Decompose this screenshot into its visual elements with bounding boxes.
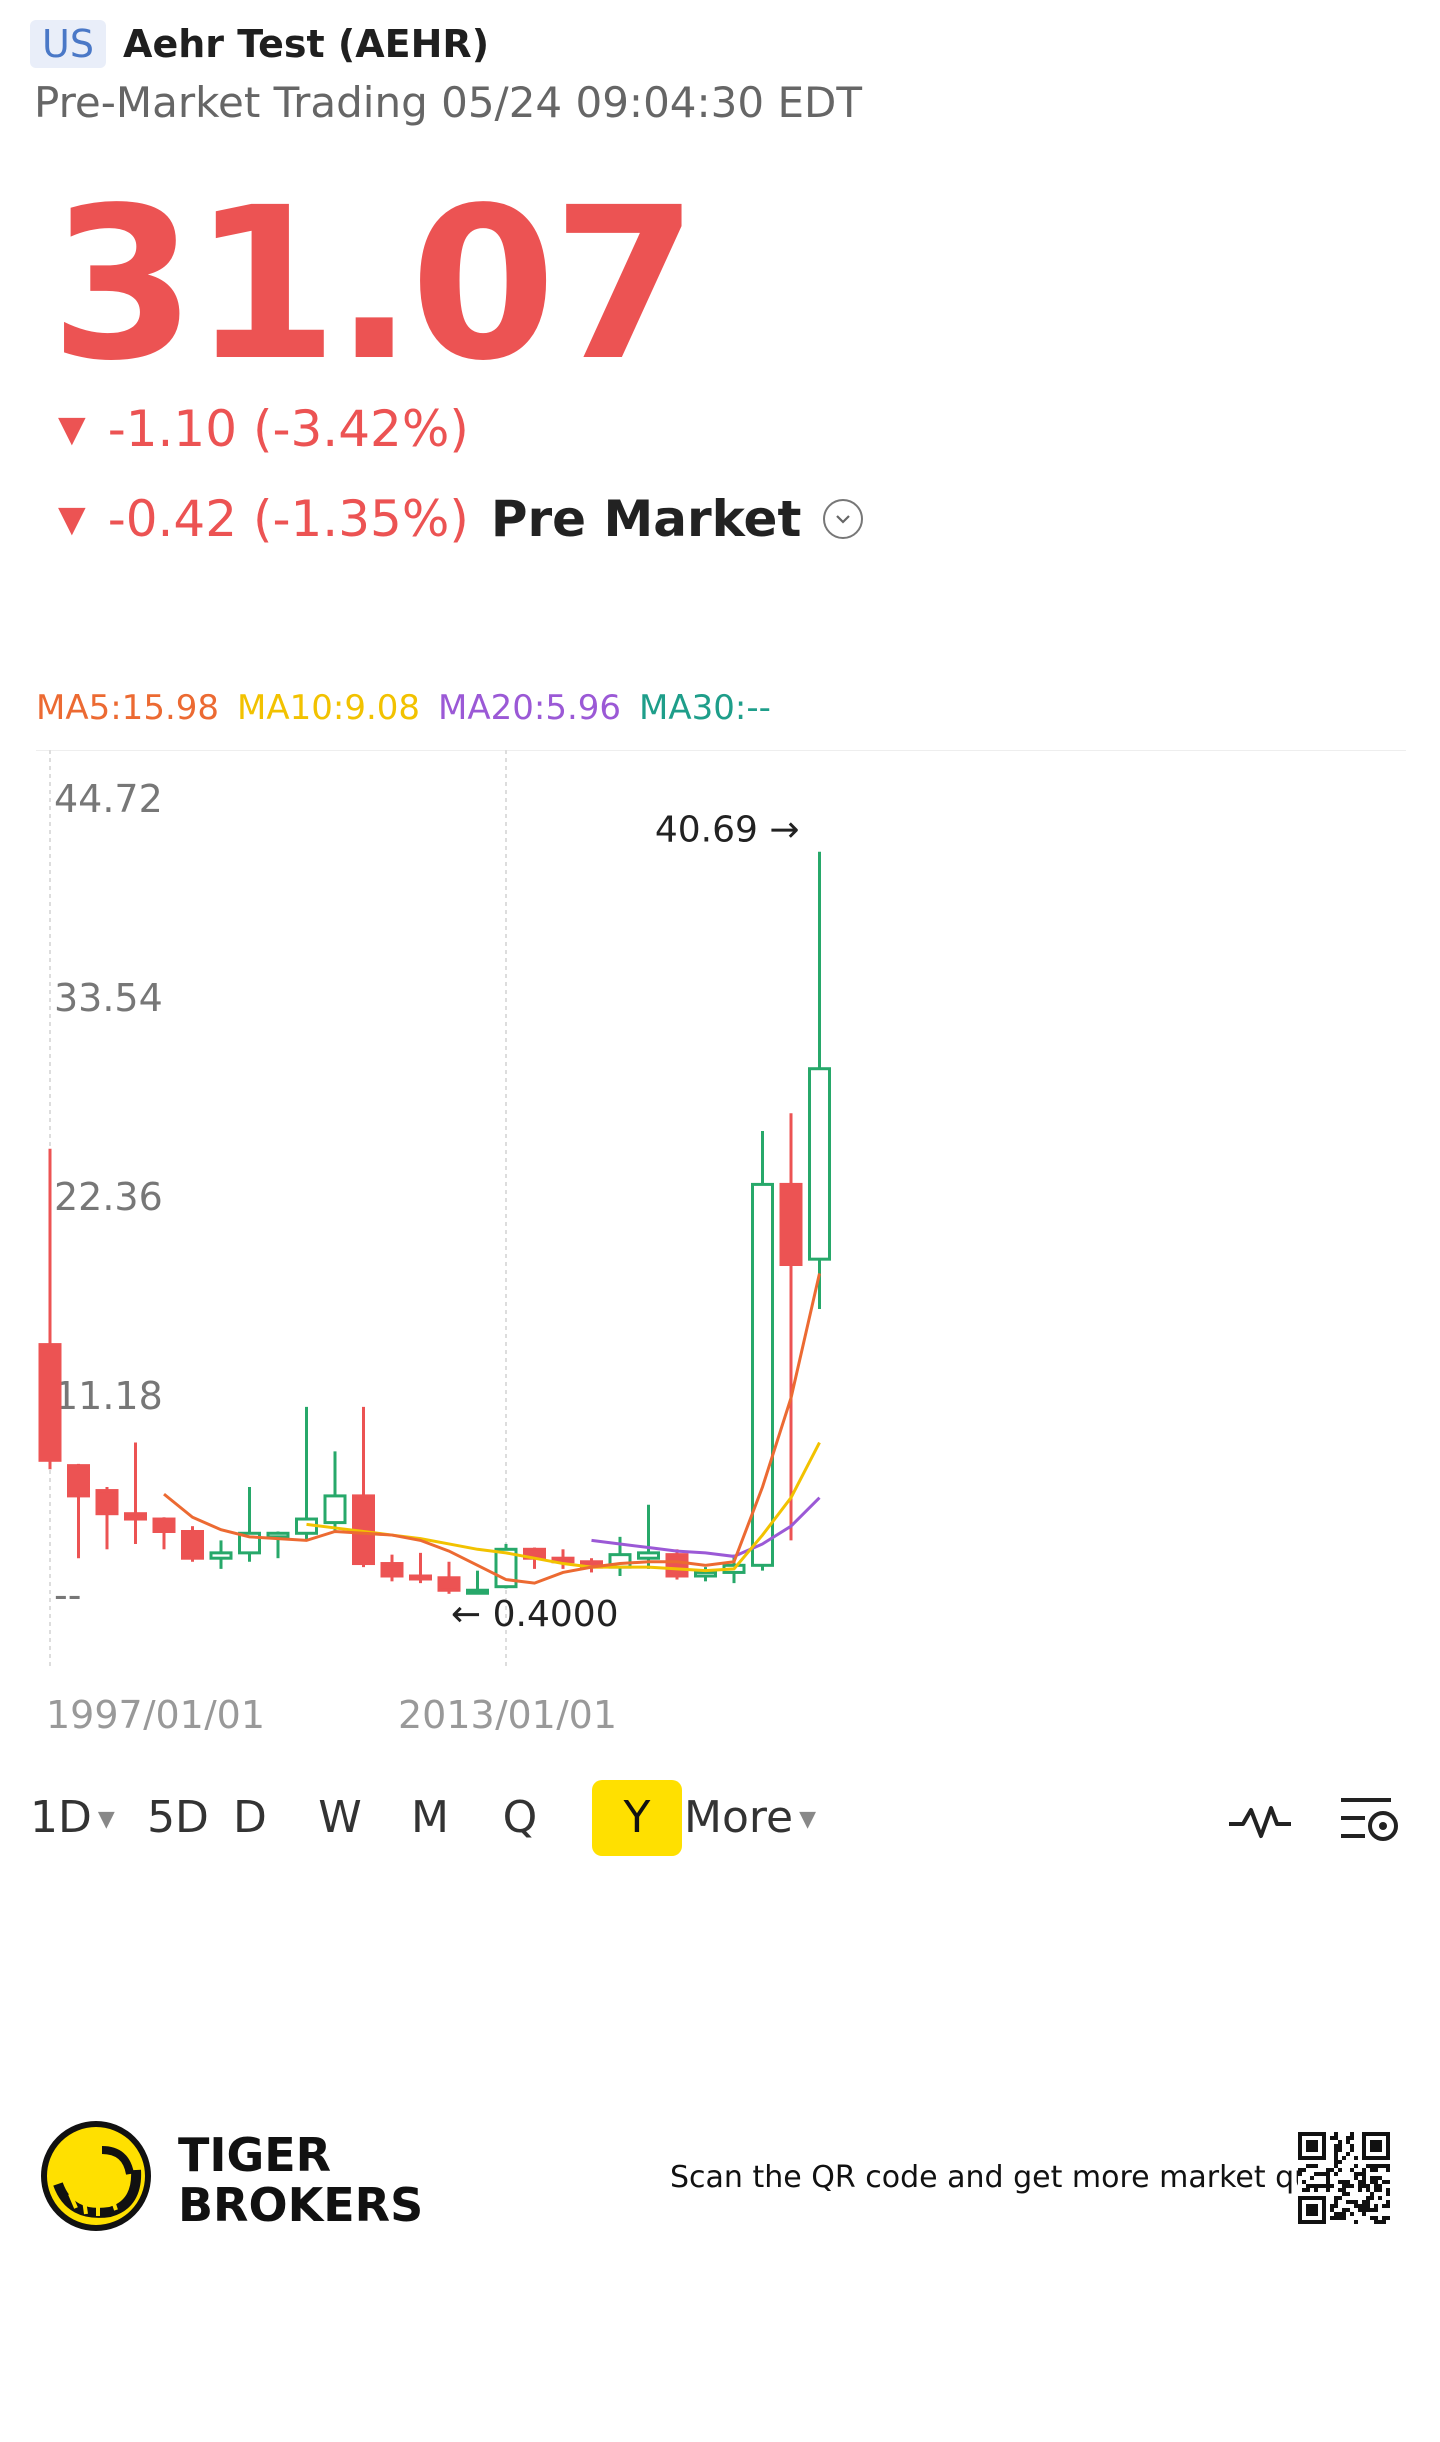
- low-price-label: ← 0.4000: [451, 1594, 619, 1635]
- y-tick-label: 33.54: [54, 976, 163, 1020]
- period-label: Y: [623, 1792, 651, 1843]
- period-more[interactable]: More ▼: [675, 1780, 825, 1856]
- candle-body: [95, 1489, 119, 1516]
- scan-prompt: Scan the QR code and get more market quo…: [670, 2160, 1378, 2195]
- period-w[interactable]: W: [300, 1780, 380, 1856]
- ma-legend-item-1: MA10:9.08: [237, 688, 421, 728]
- stock-title: Aehr Test (AEHR): [123, 22, 490, 66]
- y-tick-label: 22.36: [54, 1175, 163, 1219]
- ma5-line: [163, 1273, 821, 1585]
- last-price: 31.07: [50, 162, 698, 407]
- period-label: 1D: [30, 1792, 92, 1843]
- down-triangle-icon: ▼: [58, 498, 86, 540]
- candle-body: [779, 1182, 803, 1267]
- candle-body: [409, 1574, 432, 1581]
- session-status: Pre-Market Trading 05/24 09:04:30 EDT: [34, 78, 863, 127]
- candle-body: [152, 1517, 176, 1534]
- candle-body: [808, 1067, 831, 1261]
- chart-settings-icon[interactable]: [1335, 1786, 1405, 1850]
- candle-body: [266, 1531, 290, 1539]
- candle-body: [38, 1343, 62, 1462]
- period-label: Q: [502, 1792, 538, 1843]
- candle-body: [181, 1530, 204, 1560]
- chart-svg: 44.72 33.54 22.36 11.18 -- 1997/01/01 2013/01/…: [36, 750, 1406, 1730]
- candle-body: [551, 1556, 575, 1564]
- period-d[interactable]: D: [210, 1780, 290, 1856]
- candle-body: [380, 1562, 404, 1578]
- x-tick-label: 1997/01/01: [46, 1693, 265, 1730]
- period-m[interactable]: M: [390, 1780, 470, 1856]
- ma-legend: MA5:15.98 MA10:9.08 MA20:5.96 MA30:--: [36, 688, 771, 728]
- candle-body: [637, 1551, 660, 1560]
- y-tick-label: 11.18: [54, 1374, 163, 1418]
- period-selector: 1D ▼ 5D D W M Q Y More ▼: [20, 1780, 1420, 1860]
- candle-body: [323, 1494, 347, 1525]
- brand-line-2: BROKERS: [178, 2178, 424, 2232]
- period-5d[interactable]: 5D: [128, 1780, 228, 1856]
- candle-body: [665, 1553, 689, 1578]
- chevron-down-icon[interactable]: [823, 499, 864, 539]
- candle-body: [694, 1570, 717, 1578]
- candle-body: [124, 1512, 147, 1521]
- ma-legend-item-2: MA20:5.96: [438, 688, 622, 728]
- tiger-logo-icon: [41, 2121, 151, 2231]
- day-change: -1.10 (-3.42%): [107, 400, 469, 458]
- x-tick-label: 2013/01/01: [398, 1693, 617, 1730]
- dropdown-caret-icon: ▼: [799, 1807, 816, 1832]
- footer: TIGER BROKERS Scan the QR code and get m…: [40, 2120, 1400, 2240]
- candle-body: [209, 1551, 233, 1560]
- market-badge: US: [30, 20, 106, 68]
- down-triangle-icon: ▼: [58, 408, 86, 450]
- indicator-icon[interactable]: [1225, 1786, 1295, 1850]
- header: US Aehr Test (AEHR): [30, 20, 489, 68]
- period-label: D: [233, 1792, 267, 1843]
- candlestick-chart[interactable]: 44.72 33.54 22.36 11.18 -- 1997/01/01 2013/01/…: [36, 750, 1406, 1730]
- period-label: M: [411, 1792, 449, 1843]
- period-label: More: [684, 1792, 794, 1843]
- y-tick-label: 44.72: [54, 777, 163, 821]
- premarket-change: -0.42 (-1.35%): [107, 490, 469, 548]
- brand-name: TIGER BROKERS: [178, 2130, 423, 2230]
- brand-line-1: TIGER: [178, 2128, 332, 2182]
- period-y[interactable]: Y: [592, 1780, 682, 1856]
- premarket-label: Pre Market: [490, 490, 802, 548]
- period-1d[interactable]: 1D ▼: [30, 1780, 115, 1856]
- dropdown-caret-icon: ▼: [97, 1807, 115, 1832]
- period-label: W: [318, 1792, 362, 1843]
- candle-body: [437, 1576, 461, 1592]
- period-label: 5D: [147, 1792, 209, 1843]
- ma-legend-item-0: MA5:15.98: [36, 688, 220, 728]
- candle-body: [466, 1588, 489, 1595]
- period-q[interactable]: Q: [480, 1780, 560, 1856]
- high-price-label: 40.69 →: [655, 810, 800, 851]
- ma20-line: [591, 1496, 821, 1558]
- premarket-change-row: ▼ -0.42 (-1.35%) Pre Market: [58, 490, 864, 548]
- y-tick-label: --: [54, 1573, 81, 1617]
- day-change-row: ▼ -1.10 (-3.42%): [58, 400, 469, 458]
- ma-legend-item-3: MA30:--: [639, 688, 771, 728]
- candle-body: [67, 1464, 90, 1498]
- qr-code-icon[interactable]: [1298, 2132, 1390, 2224]
